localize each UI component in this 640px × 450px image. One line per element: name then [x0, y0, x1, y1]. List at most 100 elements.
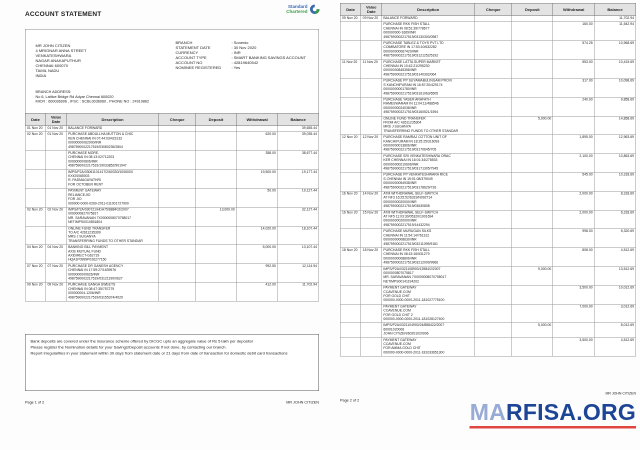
- balance-cell: 38,677.44: [277, 150, 320, 170]
- cheque-cell: [158, 131, 196, 152]
- description-line: 000000000-1669/INR: [383, 31, 416, 35]
- description-line: HQA1P0999P026277150: [68, 258, 107, 262]
- value-date-cell: 01 Nov 20: [45, 131, 67, 152]
- description-line: BALANCE FORWARD: [383, 16, 418, 21]
- account-info-row: ACCOUNT TYPE: SMART BANKING SAVINGS ACCO…: [176, 56, 312, 61]
- transaction-row: IMPS/P2A/03061101417/2/60330/100600X KXIO…: [24, 169, 320, 189]
- account-info-row: BRANCH: Sonenio: [176, 41, 312, 46]
- bank-logo: Standard Chartered: [273, 4, 321, 15]
- description-cell: PURCHASE RKK FISH STALL CHENNAI IN 08:15:…: [381, 247, 475, 267]
- balance-cell: 32,127.44: [277, 206, 320, 227]
- info-value: : Yes: [231, 65, 241, 71]
- column-header: Cheque: [158, 113, 196, 126]
- description-line: AT NF3 16:25:52/6319/N092714: [383, 196, 433, 200]
- value-date-cell: 18 Nov 20: [360, 247, 382, 267]
- table-header-row: Date Value Date Description Cheque Deposit Wi…: [24, 113, 320, 126]
- transaction-row: 12 Nov 20 12 Nov 20 PURCHASE RAMRAJ COTTON…: [339, 134, 636, 154]
- page1-footer-name: MR JOHN CITIZEN: [286, 400, 319, 405]
- transaction-row: PURCHASE TABLEZ & TOYS PVT LTD COIMBATORE…: [339, 40, 636, 60]
- transaction-row: IMPS/P2A/0321104900/24/888422/2007 600010…: [339, 322, 636, 338]
- value-date-cell: 15 Nov 20: [360, 209, 382, 230]
- customer-address-line: NAGAR ANAKAPUTHUR: [35, 58, 81, 64]
- description-line: 000000-0000-0000-2011-181033651300: [383, 350, 445, 355]
- cheque-cell: [158, 125, 196, 133]
- transaction-row: PURCHASE RKK FISH STALL CHENNAI IN 08:51:…: [339, 21, 636, 42]
- description-line: KEN CHENNAI IN 07:44:03/423132: [68, 136, 123, 141]
- description-line: PURCHASE LATTA SUPER MARKET: [383, 60, 441, 64]
- cheque-cell: [474, 247, 512, 267]
- date-cell: [339, 21, 362, 42]
- description-line: 00000000024038/INR: [383, 106, 417, 110]
- withdrawal-cell: 7,000.00: [552, 303, 595, 324]
- cheque-cell: [158, 188, 196, 208]
- deposit-cell: [511, 209, 554, 230]
- cheque-cell: [474, 285, 512, 305]
- cheque-cell: [158, 206, 196, 227]
- info-label: NOMINEE REGISTERED: [175, 65, 222, 71]
- description-line: TRANSFERRING FUNDS TO OTHER STANDAR: [68, 239, 143, 243]
- info-label: BRANCH: [175, 40, 193, 46]
- balance-cell: 5,320.69: [594, 228, 636, 248]
- withdrawal-cell: 5,000.00: [236, 244, 278, 264]
- description-line: CHENNAI IN 08:47:35/757279: [68, 287, 115, 291]
- deposit-cell: [511, 21, 554, 42]
- transaction-row: PAYMENT GATEWAY RELIANCEJIO FOR JIO 000000-…: [24, 188, 320, 208]
- description-line: R. PADMAGAYATHRI: [68, 178, 101, 183]
- withdrawal-cell: 3,500.00: [552, 285, 595, 305]
- date-cell: [339, 285, 362, 305]
- info-label: STATEMENT DATE: [175, 45, 211, 51]
- description-cell: PURCHASE MURUGAN SILKS CHENNAI IN 11:54:1…: [381, 228, 475, 248]
- description-cell: PURCHASE MORE. CHENNAI IN 08:13:02/712203…: [66, 150, 160, 170]
- withdrawal-cell: 14,020.00: [236, 225, 278, 246]
- cheque-cell: [474, 21, 512, 42]
- description-line: 000000-0000-0260-2011-011001727900: [68, 201, 129, 206]
- transaction-row: PAYMENT GATEWAY CCAVENUE.COM FOR GOLD CHIT…: [339, 285, 636, 305]
- description-line: AT NF5 11:03:30/05320/1001694: [383, 215, 434, 219]
- description-line: KER CHENNAI IN 16:01:34/278533: [383, 158, 438, 163]
- description-line: 4987590002217519/03161063/6505: [383, 91, 439, 96]
- customer-address-line: TAMIL NADU: [35, 68, 60, 74]
- description-line: PURCHASE PP VENKATESHWARA RICE: [383, 173, 448, 177]
- transaction-row: 09 Nov 20 09 Nov 20 BALANCE FORWARD 11,702.…: [339, 15, 636, 23]
- customer-address-line: CHENNAI 600070: [35, 63, 68, 69]
- withdrawal-cell: 2,100.00: [552, 153, 595, 173]
- withdrawal-cell: [552, 115, 595, 136]
- customer-address-line: 4 MRIGNAR ANNA STREET: [35, 48, 87, 54]
- date-cell: [339, 96, 362, 117]
- description-line: 00000000013806/INR: [383, 143, 417, 148]
- description-cell: PURCHASE RAMRAJ COTTON UNIT OF KANCHIPURA…: [381, 134, 475, 154]
- description-line: 000000000210606/INR: [383, 162, 419, 167]
- description-line: 4987590002217519/03130300/0987: [383, 35, 439, 39]
- description-line: IMPS/P2A/0321104900/24/888422/2007: [383, 323, 445, 328]
- balance-cell: 10,415.69: [594, 59, 636, 79]
- value-date-cell: [360, 153, 382, 173]
- withdrawal-cell: 358.00: [236, 150, 278, 170]
- description-cell: PURCHASE YASER ARAFATH RAMESWARAM IN 11:0…: [381, 96, 475, 117]
- description-line: 4987590002217519/03140302/064: [383, 72, 437, 77]
- date-cell: [339, 78, 362, 98]
- disclaimer-line: Bank deposits are covered under the insu…: [30, 339, 254, 344]
- deposit-cell: [511, 40, 554, 60]
- description-cell: IMPS/P2A/03061101417/2/60330/100600X KXIO…: [66, 169, 160, 189]
- cheque-cell: [474, 134, 512, 154]
- branch-address-line: No 6, Lattice Bridge Rd Adyar Chennai 60…: [35, 94, 114, 99]
- description-line: PURCHASE MORE.: [68, 151, 100, 156]
- withdrawal-cell: 2,000.00: [552, 209, 595, 230]
- transactions-table-page1: Date Value Date Description Cheque Deposit Wi…: [24, 113, 320, 302]
- description-cell: BALANCE FORWARD: [381, 15, 475, 23]
- date-cell: 18 Nov 20: [339, 247, 362, 267]
- description-line: FOR GOLD CHIT: [383, 294, 410, 298]
- description-line: NETIMPS0010551804: [68, 220, 103, 225]
- description-line: PURCHASE PP SUYAMABULINGAM PROVI: [383, 79, 452, 83]
- transaction-row: 16 Nov 20 15 Nov 20 ATM WITHDRAWAL SELF-SW…: [339, 209, 636, 230]
- cheque-cell: [474, 153, 512, 173]
- cheque-cell: [474, 115, 512, 136]
- account-info-row: NOMINEE REGISTERED : Yes: [176, 66, 312, 71]
- deposit-cell: [511, 172, 554, 192]
- description-line: 4987590002217519/14432294: [383, 223, 430, 227]
- customer-address: MR JOHN CITIZEN 4 MRIGNAR ANNA STREET VENK…: [36, 44, 87, 79]
- description-line: MR. SARAVANAN 7X0000008070758017: [68, 216, 132, 220]
- date-cell: [339, 266, 362, 286]
- column-header: Withdrawal: [236, 113, 278, 126]
- disclaimer-line: Report irregularities in your statement …: [30, 351, 288, 356]
